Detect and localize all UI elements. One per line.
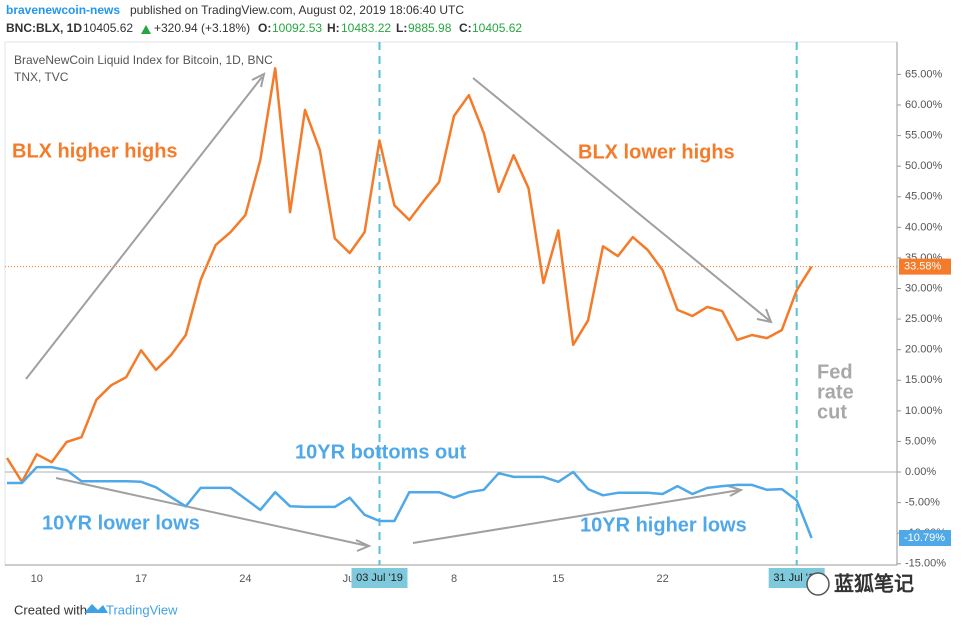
annotation: cut xyxy=(817,401,847,423)
y-tick-label: 30.00% xyxy=(905,282,943,294)
low-label: L: xyxy=(396,21,407,35)
series-line xyxy=(5,67,813,484)
watermark-icon xyxy=(806,572,830,596)
annotation: 10YR higher lows xyxy=(580,514,747,536)
last-value-tag xyxy=(899,530,951,547)
last-value-tag xyxy=(899,258,951,275)
y-tick-label: -5.00% xyxy=(905,497,940,509)
y-tick-label: 0.00% xyxy=(905,466,936,478)
arrows xyxy=(25,72,773,552)
close: 10405.62 xyxy=(472,21,522,35)
last-value-label: 33.58% xyxy=(904,261,942,273)
y-tick-label: 55.00% xyxy=(905,129,943,141)
x-tick-label: 17 xyxy=(135,573,147,585)
x-tick-label: 10 xyxy=(31,573,43,585)
legend-line: TNX, TVC xyxy=(14,70,69,84)
annotation: rate xyxy=(817,381,854,403)
change: +320.94 (+3.18%) xyxy=(154,21,250,35)
open-label: O: xyxy=(258,21,271,35)
close-label: C: xyxy=(459,21,472,35)
high-label: H: xyxy=(327,21,340,35)
annotation: BLX higher highs xyxy=(12,140,178,162)
x-tick-label: 24 xyxy=(239,573,251,585)
high: 10483.22 xyxy=(341,21,391,35)
up-icon xyxy=(141,25,151,34)
footer-brand[interactable]: TradingView xyxy=(106,602,178,617)
y-tick-label: 10.00% xyxy=(905,405,943,417)
annotation: BLX lower highs xyxy=(578,141,735,163)
price: 10405.62 xyxy=(83,21,133,35)
x-tick-label: 22 xyxy=(656,573,668,585)
date-marker-label: 03 Jul '19 xyxy=(356,572,403,584)
x-tick-label: 8 xyxy=(451,573,457,585)
date-marker-box xyxy=(351,568,408,588)
published: published on TradingView.com, August 02,… xyxy=(130,3,464,17)
plot-frame xyxy=(4,41,898,566)
y-tick-label: 65.00% xyxy=(905,68,943,80)
y-tick-label: 5.00% xyxy=(905,435,936,447)
last-value-label: -10.79% xyxy=(904,532,945,544)
x-tick-label: 15 xyxy=(552,573,564,585)
series-line xyxy=(7,465,813,539)
annotation: 10YR lower lows xyxy=(42,512,200,534)
tv-logo xyxy=(84,604,108,613)
annotation: Fed xyxy=(817,361,853,383)
footer-created: Created with xyxy=(14,602,87,617)
y-tick-label: 50.00% xyxy=(905,160,943,172)
low: 9885.98 xyxy=(408,21,452,35)
watermark: 蓝狐笔记 xyxy=(834,571,914,595)
author[interactable]: bravenewcoin-news xyxy=(6,3,120,17)
ticker: BNC:BLX, 1D 10405.62 +320.94 (+3.18%) O:… xyxy=(6,21,522,35)
symbol: BNC:BLX, 1D xyxy=(6,21,82,35)
y-tick-label: 60.00% xyxy=(905,99,943,111)
y-tick-label: 45.00% xyxy=(905,191,943,203)
annotation: 10YR bottoms out xyxy=(295,441,466,463)
y-tick-label: 25.00% xyxy=(905,313,943,325)
y-tick-label: 15.00% xyxy=(905,374,943,386)
legend-line: BraveNewCoin Liquid Index for Bitcoin, 1… xyxy=(14,53,273,67)
open: 10092.53 xyxy=(272,21,322,35)
y-tick-label: -15.00% xyxy=(905,558,946,570)
y-tick-label: 40.00% xyxy=(905,221,943,233)
y-tick-label: 20.00% xyxy=(905,344,943,356)
